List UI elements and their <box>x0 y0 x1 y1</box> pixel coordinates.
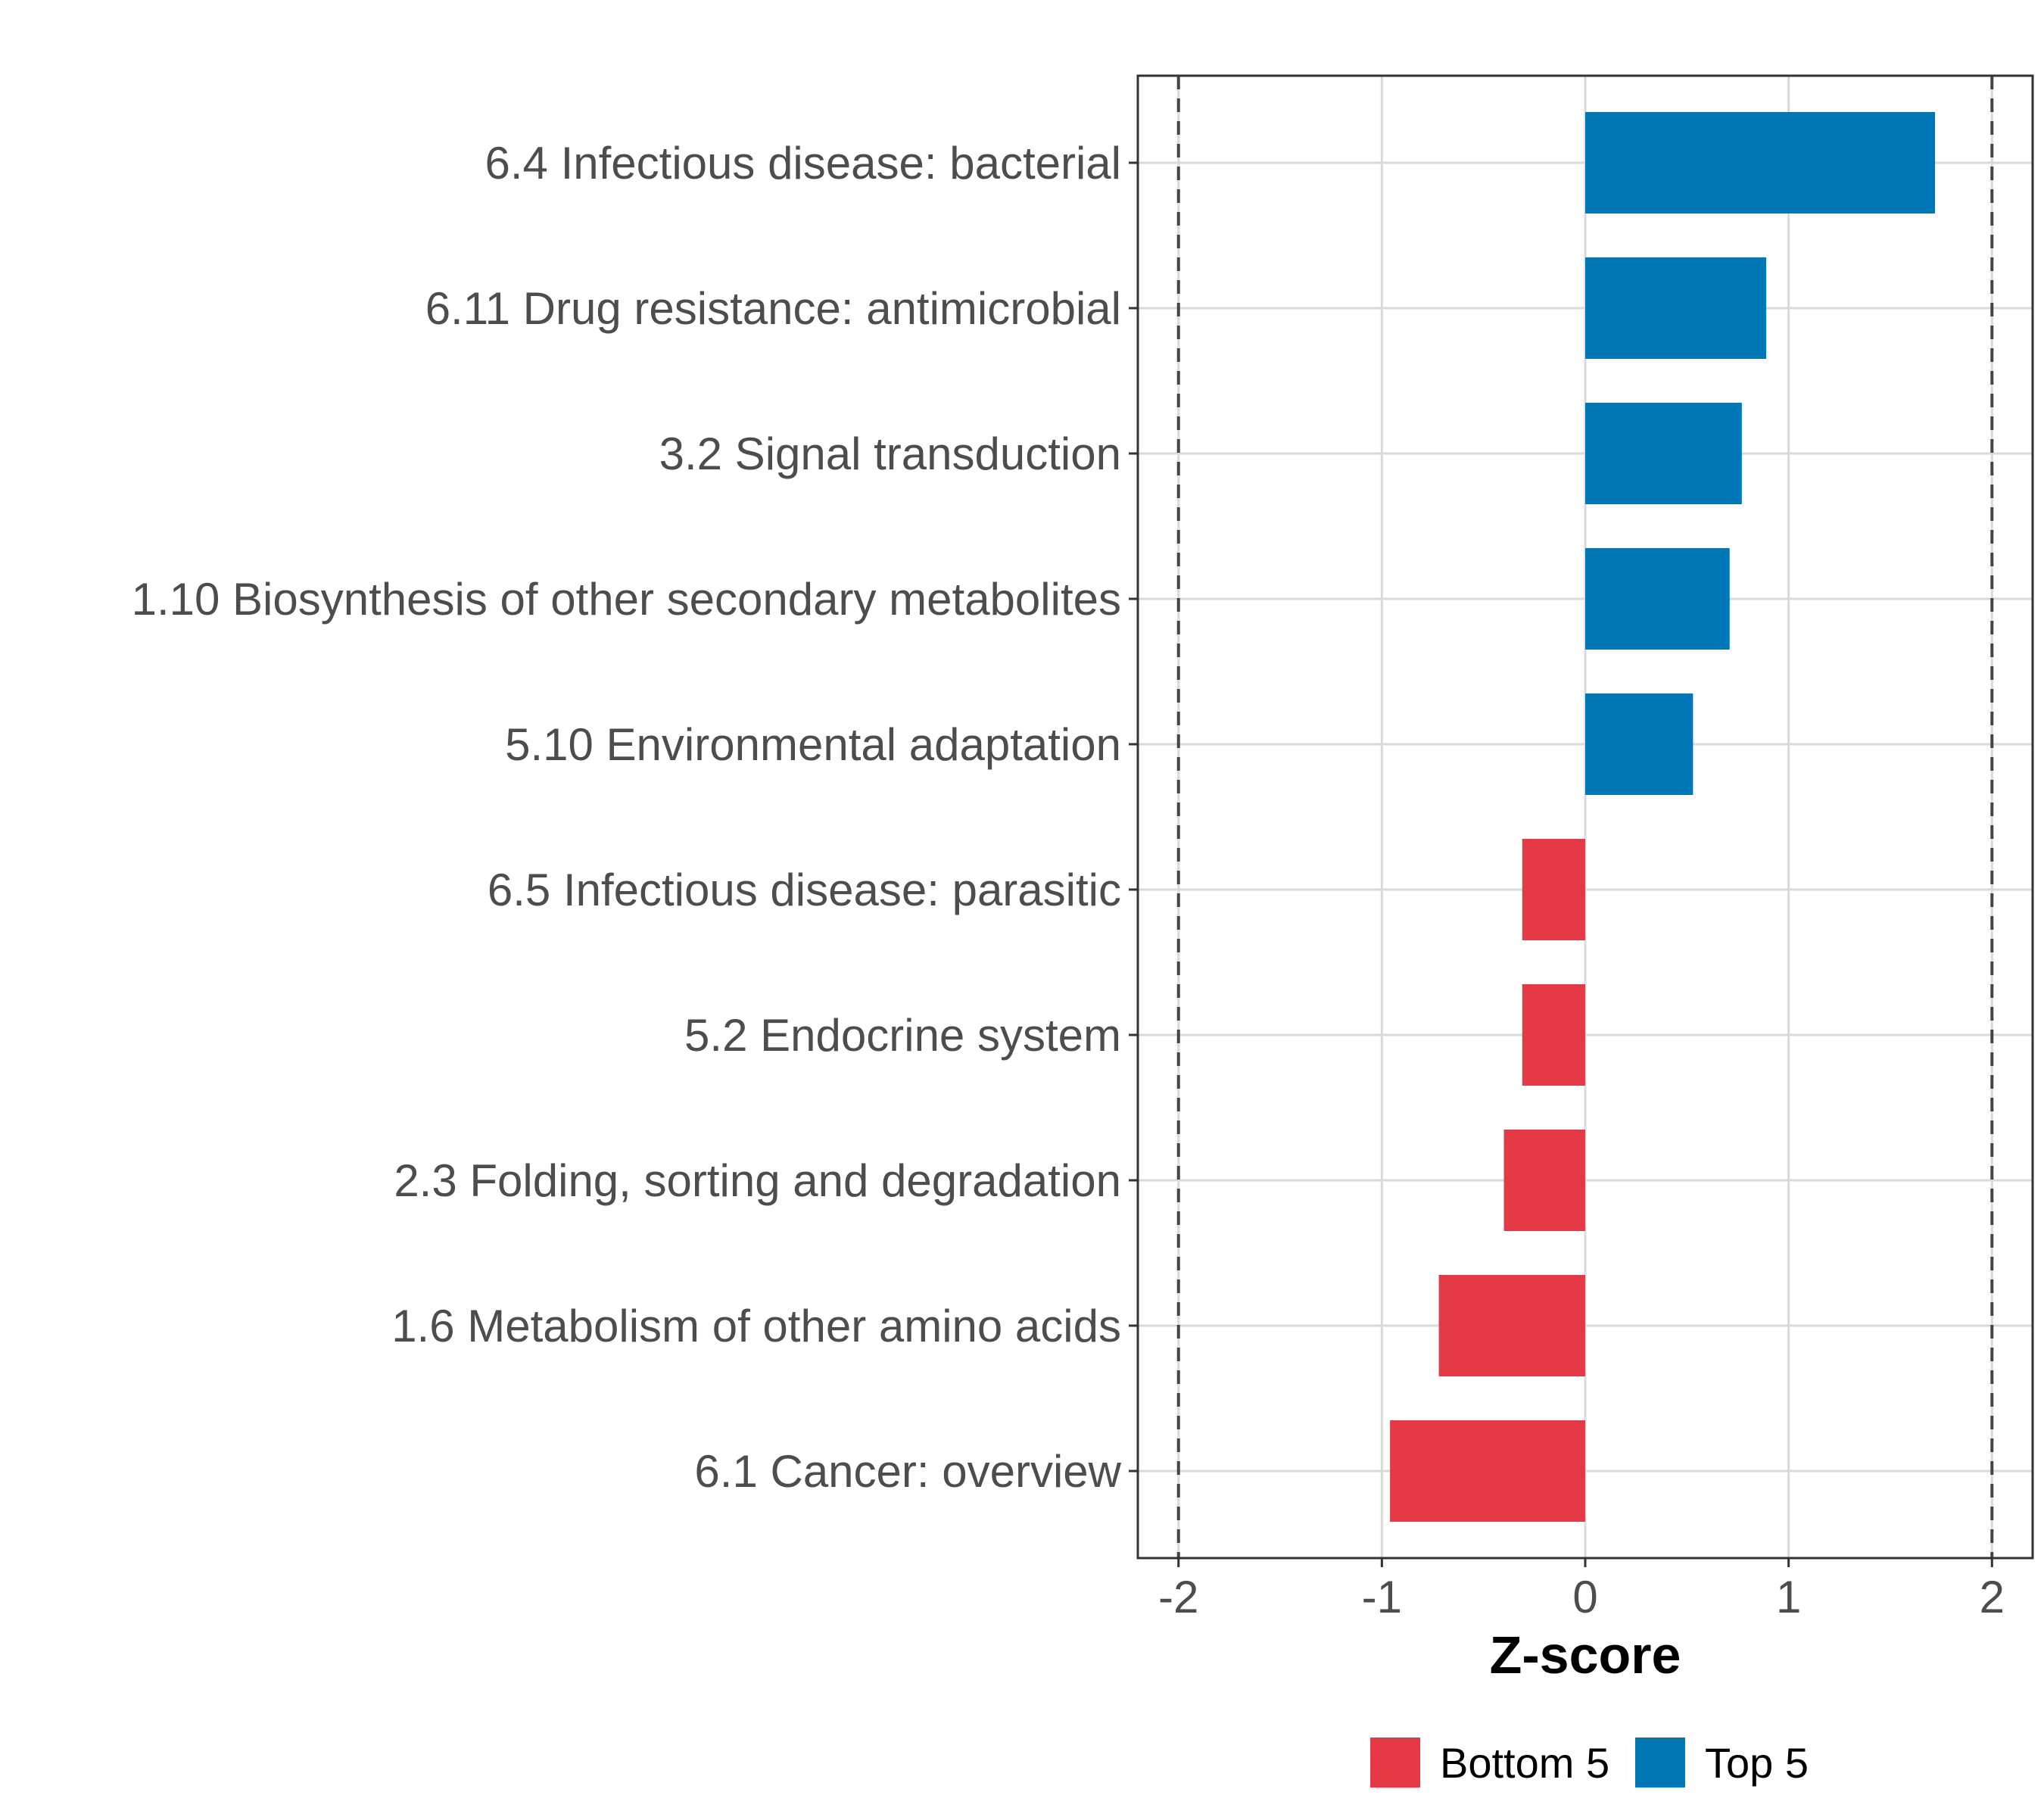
y-tick-label: 6.4 Infectious disease: bacterial <box>485 138 1122 189</box>
y-tick-label: 5.10 Environmental adaptation <box>505 719 1121 770</box>
bar <box>1585 257 1767 359</box>
y-tick-label: 2.3 Folding, sorting and degradation <box>394 1155 1121 1206</box>
bars <box>1390 112 1936 1522</box>
x-tick-label: 0 <box>1572 1572 1597 1622</box>
bar <box>1585 403 1742 504</box>
y-tick-label: 1.10 Biosynthesis of other secondary met… <box>132 574 1121 625</box>
x-axis-title: Z-score <box>1490 1625 1681 1685</box>
legend-label: Bottom 5 <box>1440 1739 1609 1787</box>
legend-label: Top 5 <box>1705 1739 1809 1787</box>
y-tick-label: 3.2 Signal transduction <box>659 429 1121 479</box>
legend: Bottom 5 Top 5 <box>1370 1738 1809 1787</box>
legend-key <box>1635 1738 1685 1787</box>
bar <box>1390 1420 1585 1522</box>
bar <box>1585 548 1730 650</box>
bar <box>1585 693 1693 795</box>
x-tick-label: 1 <box>1776 1572 1801 1622</box>
bar <box>1522 984 1585 1086</box>
x-tick-label: -2 <box>1158 1572 1198 1622</box>
bar <box>1585 112 1936 213</box>
reference-lines <box>1176 76 1994 1558</box>
x-tick-label: -1 <box>1362 1572 1402 1622</box>
legend-key <box>1370 1738 1420 1787</box>
y-tick-label: 1.6 Metabolism of other amino acids <box>391 1301 1121 1351</box>
y-tick-label: 6.5 Infectious disease: parasitic <box>488 865 1121 915</box>
bar <box>1438 1275 1585 1376</box>
y-axis: 6.4 Infectious disease: bacterial 6.11 Dr… <box>132 138 1138 1497</box>
y-tick-label: 5.2 Endocrine system <box>684 1010 1121 1061</box>
y-tick-label: 6.1 Cancer: overview <box>694 1446 1121 1497</box>
x-tick-label: 2 <box>1980 1572 2005 1622</box>
bar <box>1503 1130 1585 1231</box>
x-axis: -2 -1 0 1 2 <box>1158 1558 2005 1622</box>
y-tick-label: 6.11 Drug resistance: antimicrobial <box>425 283 1121 334</box>
bar <box>1522 839 1585 940</box>
